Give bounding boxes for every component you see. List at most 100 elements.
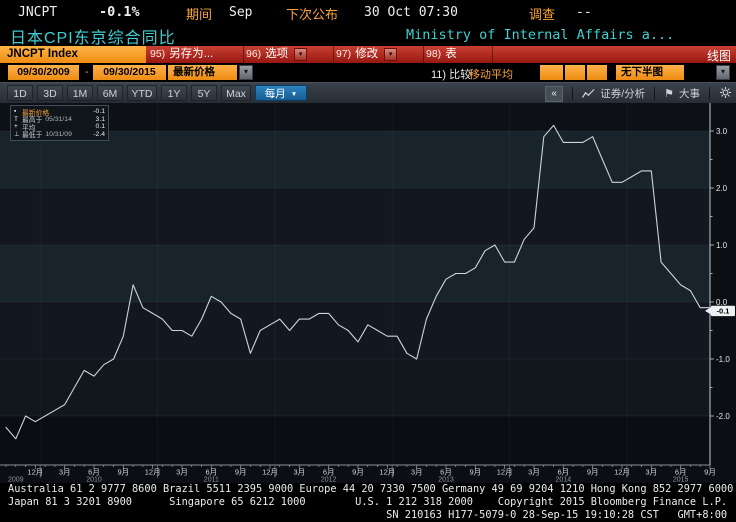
lower-panel-dropdown[interactable]: ▾ [716, 65, 730, 80]
x-axis-label: 9月 [469, 468, 481, 477]
x-axis-label: 3月 [176, 468, 188, 477]
divider [572, 87, 574, 100]
chart-band [0, 103, 710, 131]
x-axis-label: 9月 [587, 468, 599, 477]
legend-value: -0.1 [93, 108, 105, 116]
moving-average-button[interactable]: 移动平均 [469, 69, 513, 81]
chart-band [0, 131, 710, 188]
legend-marker-icon: T [14, 115, 18, 123]
range-tab-5y[interactable]: 5Y [191, 85, 217, 101]
legend-value: 0.1 [95, 123, 105, 131]
period-label: 期间 [186, 7, 213, 22]
date-to-input[interactable]: 09/30/2015 [93, 65, 166, 80]
x-axis-label: 9月 [704, 468, 716, 477]
divider [492, 46, 493, 63]
moving-average-input-2[interactable] [565, 65, 585, 80]
function-toolbar: JNCPT Index 95) 另存为... 96) 选项 ▾ 97) 修改 ▾ 98) 表 线图 [0, 46, 736, 64]
moving-average-input-3[interactable] [587, 65, 607, 80]
frequency-select[interactable]: 每月 ▼ [255, 85, 307, 101]
x-axis-label: 3月 [645, 468, 657, 477]
range-tab-bar: 1D 3D 1M 6M YTD 1Y 5Y Max 每月 ▼ « 证券/分析 ⚑ 大事 [0, 82, 736, 105]
security-analysis-button[interactable]: 证券/分析 [582, 86, 645, 101]
legend-row-4: ⊥ 最低于 10/31/09 -2.4 [14, 130, 105, 140]
y-axis-label: 0.0 [716, 298, 728, 307]
legend-marker-icon: + [14, 123, 18, 131]
x-axis-label: 6月 [323, 468, 335, 477]
security-analysis-label: 证券/分析 [600, 88, 646, 100]
x-axis-label: 6月 [88, 468, 100, 477]
settings-gear-button[interactable] [719, 86, 732, 102]
last-change-value: -0.1% [99, 4, 140, 20]
date-from-input[interactable]: 09/30/2009 [8, 65, 79, 80]
chart-band [0, 359, 710, 416]
chart-band [0, 245, 710, 302]
last-price-badge-arrow [705, 307, 711, 315]
price-type-select[interactable]: 最新价格 [168, 65, 237, 80]
cpi-line-chart[interactable]: 3.0 2.0 1.0 0.0 -1.0 -2.0 12月 3月 6月 9月 12月 3月 6月 9月 12… [0, 103, 736, 483]
x-axis-label: 12月 [614, 468, 630, 477]
x-axis-label: 12月 [379, 468, 395, 477]
x-axis-year-label: 2012 [321, 477, 337, 484]
chart-legend[interactable]: ▪ 最新价格 -0.1 T 最高于 05/31/14 3.1 + 平均 0.1 ⊥ 最低于 10/31/… [10, 105, 109, 141]
period-value: Sep [229, 5, 253, 20]
gear-icon [720, 86, 731, 98]
flag-icon: ⚑ [664, 88, 674, 100]
x-axis-label: 6月 [205, 468, 217, 477]
range-tab-1y[interactable]: 1Y [161, 85, 187, 101]
ticker-input[interactable]: JNCPT Index [0, 46, 146, 63]
footer-line-1: Australia 61 2 9777 8600 Brazil 5511 239… [8, 483, 734, 495]
security-summary-bar: JNCPT -0.1% 期间 Sep 下次公布 30 Oct 07:30 调查 … [0, 0, 736, 23]
chart-type-button[interactable]: 线图 [706, 49, 731, 63]
cpi-line[interactable] [5, 124, 711, 440]
page-title: 日本CPI东京综合同比 [10, 30, 176, 47]
caret-down-icon[interactable]: ▾ [294, 48, 308, 61]
x-axis-label: 12月 [497, 468, 513, 477]
range-tab-6m[interactable]: 6M [97, 85, 123, 101]
chart-tools: « 证券/分析 ⚑ 大事 [545, 85, 732, 102]
legend-row-2: T 最高于 05/31/14 3.1 [14, 115, 105, 125]
chart-controls-bar: 09/30/2009 - 09/30/2015 最新价格 ▾ 11) 比较 移动… [0, 63, 736, 82]
x-axis-year-label: 2010 [86, 477, 102, 484]
range-tab-max[interactable]: Max [221, 85, 251, 101]
toolbar-button-98[interactable]: 98) 表 [426, 48, 457, 60]
caret-down-icon[interactable]: ▾ [384, 48, 398, 61]
data-source-label: Ministry of Internal Affairs a... [406, 27, 675, 43]
collapse-button[interactable]: « [545, 85, 564, 102]
price-type-dropdown[interactable]: ▾ [239, 65, 253, 80]
x-axis-label: 12月 [27, 468, 43, 477]
moving-average-input-1[interactable] [540, 65, 563, 80]
legend-date: 10/31/09 [45, 130, 72, 138]
x-axis-label: 9月 [235, 468, 247, 477]
legend-marker-icon: ⊥ [14, 131, 20, 139]
toolbar-button-95[interactable]: 95) 另存为... [150, 48, 214, 60]
y-axis-label: 3.0 [716, 127, 728, 136]
range-tab-1m[interactable]: 1M [67, 85, 93, 101]
x-axis-label: 6月 [675, 468, 687, 477]
x-axis-year-label: 2009 [8, 477, 24, 484]
toolbar-button-97[interactable]: 97) 修改 ▾ [336, 46, 424, 63]
divider [709, 87, 710, 100]
footer: Australia 61 2 9777 8600 Brazil 5511 239… [0, 483, 736, 522]
next-release-label: 下次公布 [286, 7, 339, 22]
x-axis-label: 3月 [293, 468, 305, 477]
events-button[interactable]: ⚑ 大事 [664, 86, 700, 101]
security-title-bar: 日本CPI东京综合同比 Ministry of Internal Affairs… [0, 23, 736, 47]
lower-panel-select[interactable]: 无下半图 [616, 65, 684, 80]
toolbar-button-96[interactable]: 96) 选项 ▾ [246, 46, 334, 63]
legend-value: -2.4 [93, 130, 105, 138]
divider [333, 46, 334, 63]
range-tab-ytd[interactable]: YTD [127, 85, 157, 101]
compare-button[interactable]: 11) 比较 [431, 69, 472, 81]
next-release-value: 30 Oct 07:30 [364, 5, 458, 20]
range-tab-1d[interactable]: 1D [7, 85, 33, 101]
x-axis-label: 9月 [117, 468, 129, 477]
chart-area[interactable]: 3.0 2.0 1.0 0.0 -1.0 -2.0 12月 3月 6月 9月 12月 3月 6月 9月 12… [0, 103, 736, 483]
chart-band [0, 302, 710, 359]
x-axis-label: 3月 [59, 468, 71, 477]
range-tab-3d[interactable]: 3D [37, 85, 63, 101]
x-axis-label: 6月 [440, 468, 452, 477]
footer-line-2: Japan 81 3 3201 8900 Singapore 65 6212 1… [8, 496, 728, 508]
legend-label: 平均 [22, 124, 36, 132]
legend-row-3: + 平均 0.1 [14, 123, 105, 132]
